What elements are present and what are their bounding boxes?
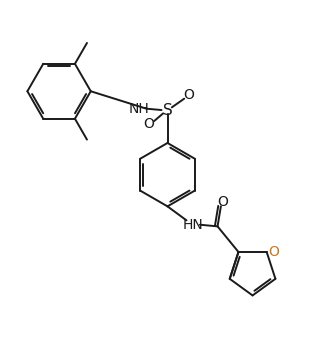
Text: HN: HN (182, 218, 203, 232)
Text: O: O (269, 245, 279, 259)
Text: O: O (217, 195, 228, 209)
Text: O: O (144, 117, 154, 131)
Text: NH: NH (129, 102, 149, 116)
Text: S: S (162, 103, 173, 118)
Text: O: O (184, 88, 195, 102)
